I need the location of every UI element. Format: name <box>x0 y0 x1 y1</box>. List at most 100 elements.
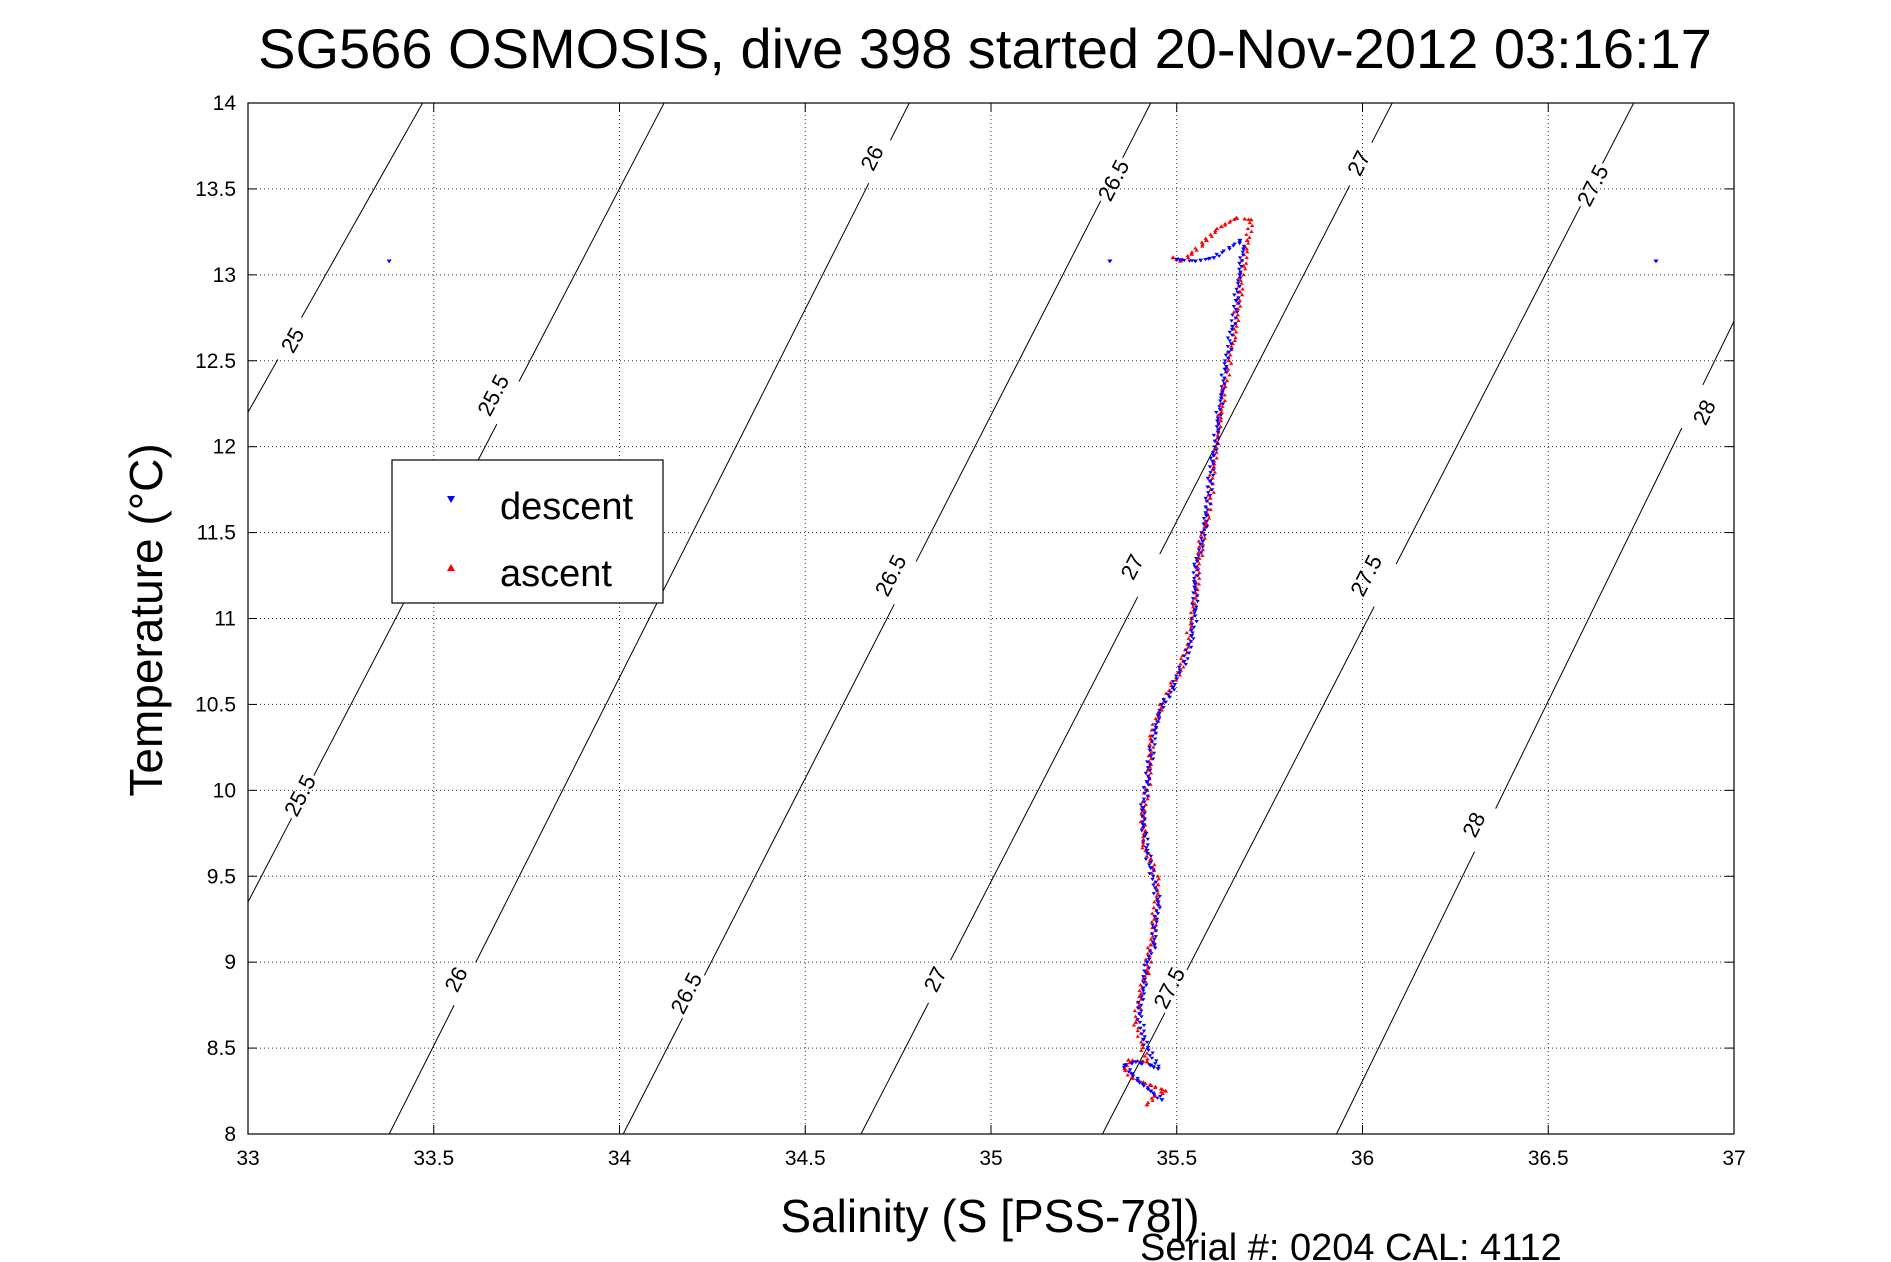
ascent-point <box>1122 1066 1128 1071</box>
ascent-point <box>1143 980 1149 984</box>
ascent-point <box>1184 630 1189 635</box>
descent-point <box>1188 640 1194 644</box>
ascent-point <box>1189 251 1195 256</box>
descent-point <box>1174 674 1179 678</box>
descent-point <box>1127 1068 1133 1072</box>
legend-descent-label: descent <box>500 486 634 528</box>
ascent-point <box>1151 916 1158 921</box>
descent-point <box>1142 963 1147 968</box>
descent-point <box>1191 625 1197 630</box>
descent-point <box>1163 700 1168 704</box>
descent-point <box>1232 293 1237 297</box>
descent-point <box>1157 711 1162 715</box>
ascent-point <box>1222 398 1228 403</box>
ascent-point <box>1198 533 1204 537</box>
y-tick-label: 13 <box>213 264 236 287</box>
y-tick-label: 9.5 <box>207 865 236 888</box>
density-contour-line <box>1602 102 1635 164</box>
ascent-point <box>1135 1028 1140 1033</box>
descent-point <box>1107 259 1113 264</box>
descent-point <box>1195 594 1200 598</box>
ascent-point <box>1152 862 1157 867</box>
descent-point <box>1216 422 1221 426</box>
ascent-point <box>1140 1045 1146 1050</box>
ascent-point <box>1209 234 1214 238</box>
descent-point <box>1231 244 1236 248</box>
descent-point <box>1141 992 1147 996</box>
descent-point <box>1148 854 1154 859</box>
descent-point <box>1139 814 1145 819</box>
ascent-point <box>1143 828 1148 833</box>
ascent-point <box>1210 476 1215 480</box>
descent-point <box>1151 751 1157 756</box>
descent-point <box>1229 324 1236 329</box>
density-contour-line <box>860 1002 929 1135</box>
descent-point <box>1194 620 1199 624</box>
density-contour-line <box>1336 851 1476 1135</box>
ascent-point <box>1194 248 1199 252</box>
descent-point <box>1133 1060 1139 1065</box>
descent-point <box>1210 459 1215 463</box>
descent-point <box>1153 880 1159 884</box>
descent-point <box>1148 1089 1154 1094</box>
descent-point <box>1144 983 1149 988</box>
descent-point <box>1155 897 1160 902</box>
descent-point <box>1137 1020 1143 1025</box>
ascent-point <box>1196 539 1202 543</box>
descent-point <box>1156 717 1162 721</box>
density-contour-line <box>889 102 910 141</box>
descent-point <box>1217 408 1223 412</box>
descent-point <box>1150 877 1155 882</box>
descent-point <box>1240 250 1245 254</box>
y-tick-label: 12 <box>213 436 236 459</box>
y-tick-label: 8.5 <box>207 1037 236 1060</box>
density-contour-label: 27 <box>1342 147 1375 180</box>
descent-point <box>1148 1063 1154 1068</box>
x-tick-label: 34 <box>608 1147 632 1170</box>
descent-point <box>1150 1051 1155 1055</box>
ascent-point <box>1197 544 1202 549</box>
descent-point <box>1155 903 1160 907</box>
descent-point <box>1211 256 1217 260</box>
descent-point <box>1199 536 1204 541</box>
descent-point <box>1139 1009 1144 1013</box>
ascent-point <box>1218 409 1224 414</box>
ascent-point <box>1212 470 1218 474</box>
ascent-point <box>1189 619 1194 623</box>
ascent-point <box>1244 238 1250 243</box>
ascent-point <box>1155 882 1161 887</box>
ascent-point <box>1148 771 1154 775</box>
ascent-point <box>1153 716 1159 721</box>
descent-point <box>1174 677 1180 681</box>
descent-point <box>1182 654 1187 658</box>
descent-point <box>1147 863 1152 867</box>
ascent-point <box>1147 733 1153 738</box>
y-tick-label: 10 <box>213 779 236 802</box>
descent-point <box>1222 367 1228 372</box>
descent-point <box>1229 327 1235 332</box>
descent-point <box>1216 428 1222 432</box>
ascent-point <box>1233 335 1238 340</box>
descent-point <box>1141 1023 1147 1028</box>
ascent-point <box>1247 220 1253 225</box>
descent-point <box>1230 313 1235 317</box>
ascent-point <box>1139 811 1144 815</box>
descent-point <box>1149 932 1155 936</box>
descent-point <box>1222 362 1227 366</box>
descent-point <box>1203 496 1208 501</box>
descent-point <box>1215 416 1221 421</box>
ascent-point <box>1153 1084 1158 1089</box>
density-contour-label: 25.5 <box>279 771 321 821</box>
descent-point <box>1145 852 1150 856</box>
descent-point <box>1238 270 1243 274</box>
ascent-point <box>1145 1057 1150 1061</box>
descent-point <box>1233 316 1238 320</box>
descent-point <box>1227 339 1233 343</box>
y-axis-ticks: 8 8.5 9 9.5 10 10.5 11 11.5 12 12.5 13 13.5 14 <box>195 92 1734 1146</box>
x-tick-label: 37 <box>1722 1147 1745 1170</box>
descent-point <box>1147 777 1152 781</box>
ascent-point <box>1226 358 1232 363</box>
ascent-point <box>1142 808 1147 812</box>
ascent-point <box>1222 223 1228 227</box>
